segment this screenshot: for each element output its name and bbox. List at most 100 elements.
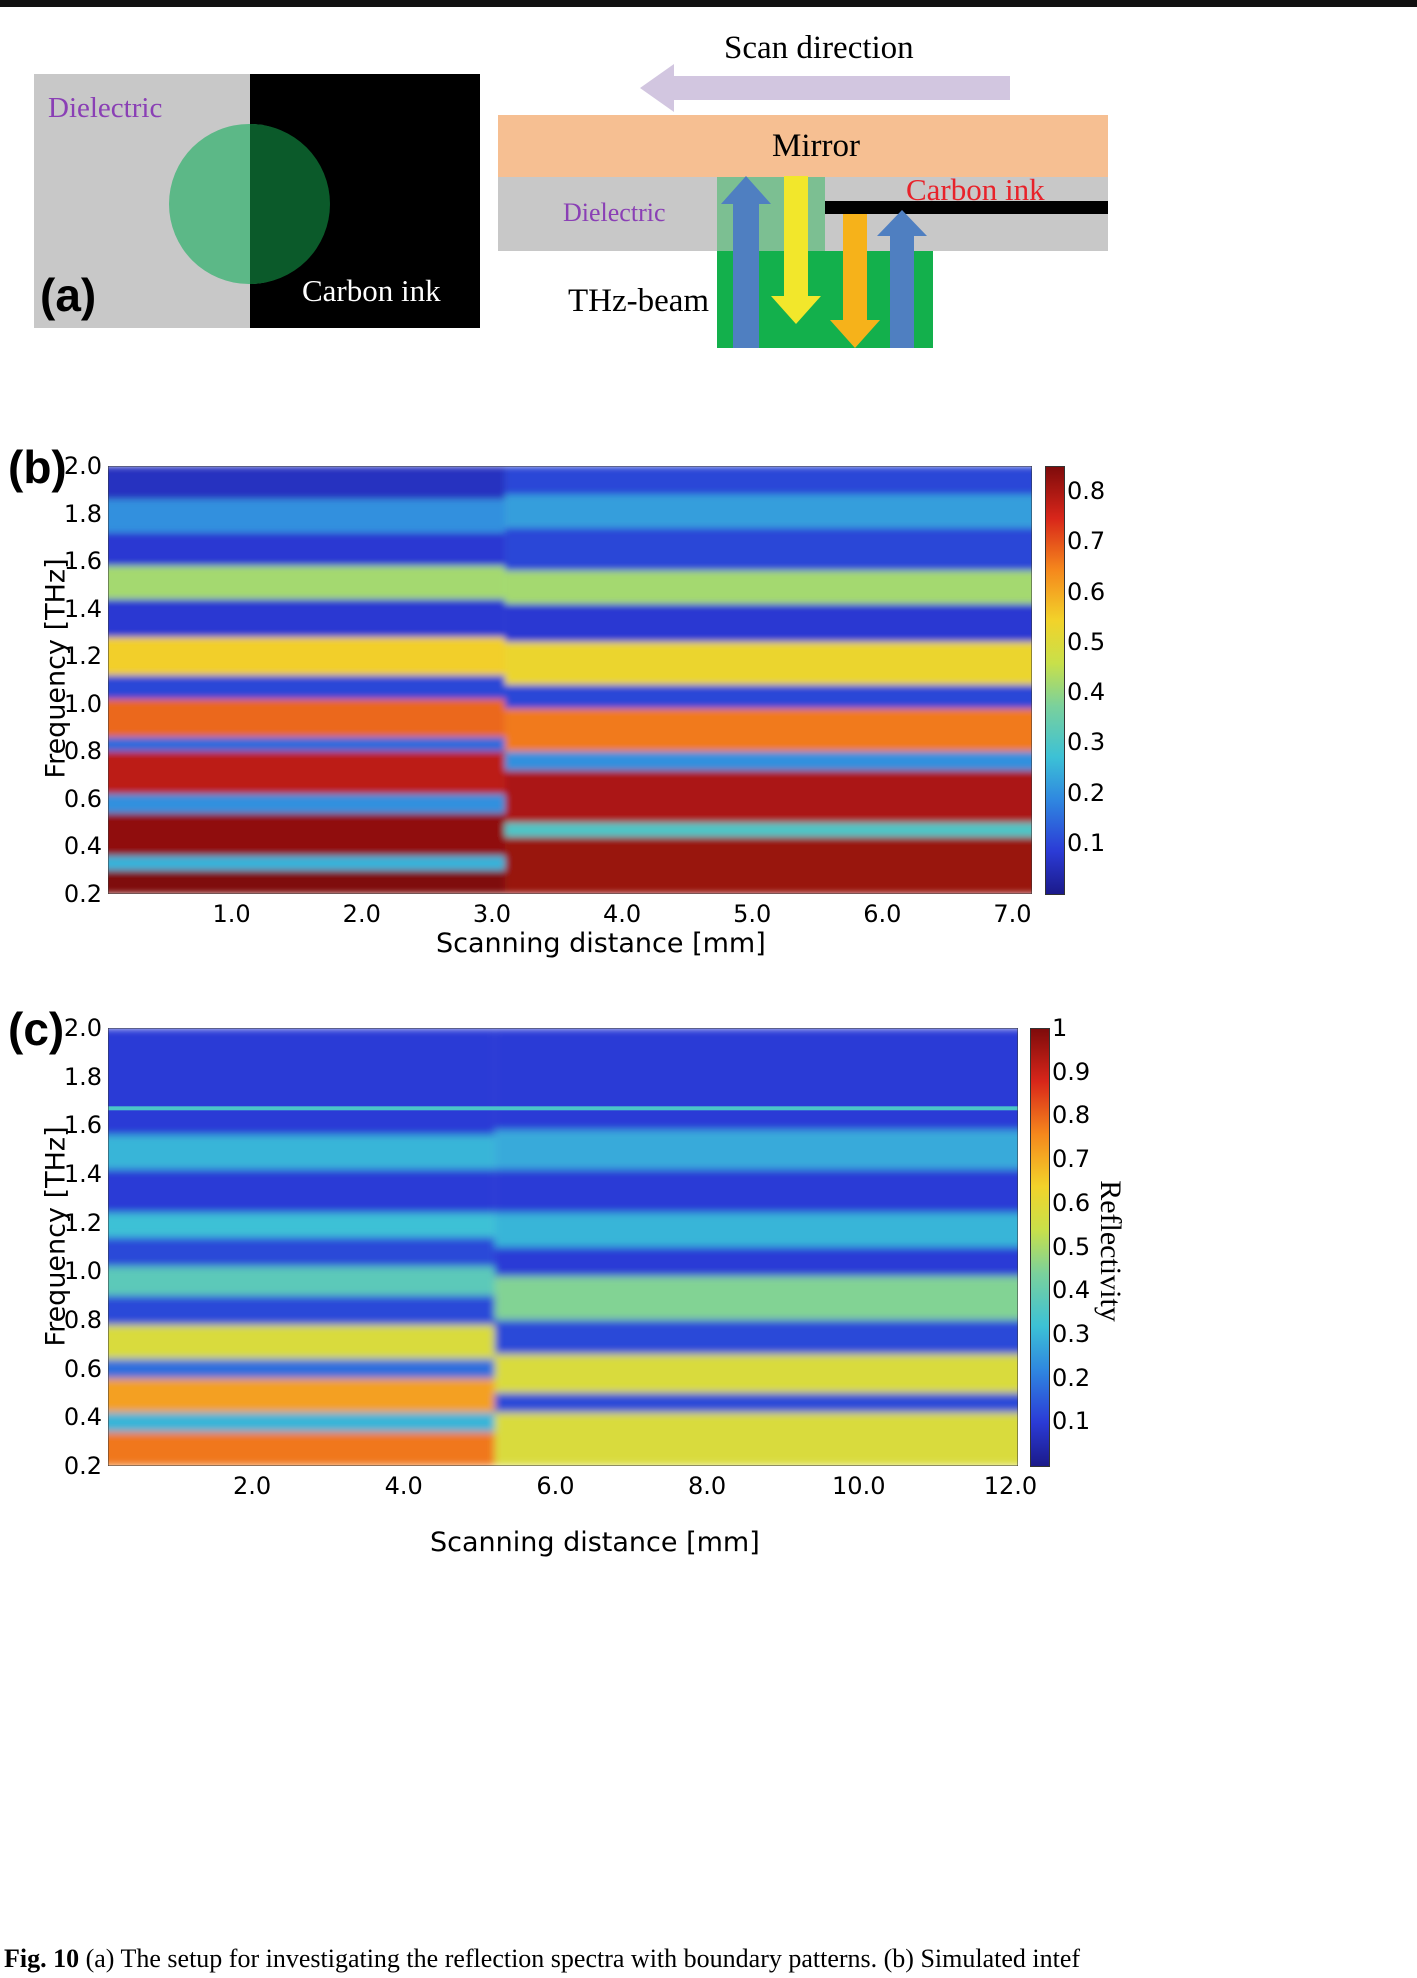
carbon-ink-layer — [825, 201, 1108, 214]
heatmap-b-right-band-9 — [504, 527, 1032, 571]
heatmap-c-right-band-1 — [494, 1393, 1018, 1413]
colorbar-tick-label-b-3: 0.4 — [1067, 678, 1106, 707]
figure-caption: Fig. 10 (a) The setup for investigating … — [4, 1944, 1080, 1974]
heatmap-c-right-band-2 — [494, 1354, 1018, 1393]
heatmap-b-right-band-6 — [504, 641, 1032, 685]
colorbar-tick-label-b-4: 0.5 — [1067, 627, 1106, 656]
colorbar-tick-label-c-5: 0.6 — [1052, 1188, 1091, 1217]
heatmap-c-left-band-4 — [108, 1324, 495, 1359]
colorbar-tick-label-b-0: 0.1 — [1067, 828, 1106, 857]
heatmap-c-right-band-5 — [494, 1247, 1018, 1277]
y-tick-label-b-2: 0.6 — [63, 784, 102, 813]
y-tick-label-c-7: 1.6 — [63, 1111, 102, 1140]
colorbar-tick-label-b-7: 0.8 — [1067, 477, 1106, 506]
heatmap-b-left-band-6 — [108, 699, 505, 738]
y-tick-label-b-7: 1.6 — [63, 547, 102, 576]
scan-direction-arrow — [640, 64, 1010, 112]
heatmap-c-left-band-1 — [108, 1412, 495, 1432]
colorbar-tick-label-c-6: 0.7 — [1052, 1145, 1091, 1174]
heatmap-c — [108, 1028, 1018, 1466]
colorbar-c — [1030, 1028, 1050, 1467]
heatmap-b-right-band-11 — [504, 466, 1032, 495]
heatmap-c-left-band-5 — [108, 1295, 495, 1325]
heatmap-b-left-band-1 — [108, 855, 505, 871]
x-axis-title-c: Scanning distance [mm] — [430, 1527, 760, 1558]
heatmap-b-right-band-7 — [504, 603, 1032, 642]
y-tick-label-c-0: 0.2 — [63, 1452, 102, 1480]
heatmap-c-left-band-10 — [108, 1135, 495, 1170]
colorbar-tick-label-c-0: 0.1 — [1052, 1407, 1091, 1436]
heatmap-c-right-band-8 — [494, 1130, 1018, 1170]
heatmap-b-left-band-10 — [108, 565, 505, 600]
colorbar-tick-label-b-2: 0.3 — [1067, 728, 1106, 757]
heatmap-b-left-band-13 — [108, 466, 505, 500]
y-tick-label-b-9: 2.0 — [63, 452, 102, 480]
heatmap-c-left-band-8 — [108, 1212, 495, 1238]
right-dielectric-label: Dielectric — [563, 198, 666, 227]
y-tick-label-c-6: 1.4 — [63, 1160, 102, 1188]
x-tick-label-b-0: 1.0 — [212, 900, 251, 928]
x-tick-label-c-5: 12.0 — [983, 1472, 1038, 1500]
panel-b-label: (b) — [8, 441, 67, 493]
heatmap-c-left-band-6 — [108, 1266, 495, 1296]
heatmap-b-right-band-1 — [504, 822, 1032, 837]
heatmap-b-right-band-10 — [504, 494, 1032, 528]
heatmap-b-left-band-9 — [108, 599, 505, 638]
x-tick-label-b-2: 3.0 — [472, 900, 511, 928]
colorbar-tick-label-c-9: 1 — [1052, 1014, 1068, 1042]
panel-c-label: (c) — [8, 1003, 65, 1055]
colorbar-tick-label-c-3: 0.4 — [1052, 1276, 1091, 1305]
left-carbon-ink-label: Carbon ink — [302, 273, 441, 308]
heatmap-b-left-band-7 — [108, 675, 505, 700]
x-tick-label-b-6: 7.0 — [993, 900, 1032, 928]
y-tick-label-b-8: 1.8 — [63, 499, 102, 528]
x-tick-label-b-5: 6.0 — [863, 900, 902, 928]
scan-direction-label: Scan direction — [724, 30, 914, 66]
arrow-yellow-down-1 — [771, 176, 821, 324]
heatmap-c-right-band-3 — [494, 1320, 1018, 1355]
thz-beam-label: THz-beam — [568, 283, 710, 319]
heatmap-b-right-band-8 — [504, 570, 1032, 604]
y-tick-label-c-9: 2.0 — [63, 1014, 102, 1042]
heatmap-b-left-band-4 — [108, 751, 505, 795]
heatmap-c-noise-line — [108, 1106, 1018, 1111]
left-sketch — [34, 74, 480, 328]
colorbar-tick-label-c-2: 0.3 — [1052, 1319, 1091, 1348]
arrow-orange-down-2 — [830, 214, 880, 348]
mirror-layer — [498, 115, 1108, 177]
heatmap-b-right-band-5 — [504, 684, 1032, 709]
y-tick-label-c-2: 0.6 — [63, 1354, 102, 1383]
scan-arrow-shape — [640, 64, 1010, 112]
heatmap-b-right-band-4 — [504, 708, 1032, 752]
heatmap-c-right-band-9 — [494, 1028, 1018, 1131]
heatmap-b — [108, 466, 1032, 894]
heatmap-b-right-band-2 — [504, 770, 1032, 823]
beam-arrows — [721, 176, 927, 348]
colorbar-tick-label-b-1: 0.2 — [1067, 778, 1106, 807]
heatmap-b-left-band-8 — [108, 637, 505, 676]
x-tick-label-c-4: 10.0 — [832, 1472, 886, 1500]
x-tick-label-b-1: 2.0 — [342, 900, 381, 928]
heatmap-b-left-band-5 — [108, 737, 505, 752]
x-tick-label-c-2: 6.0 — [536, 1472, 575, 1500]
x-axis-title-b: Scanning distance [mm] — [436, 928, 766, 959]
right-carbon-ink-label: Carbon ink — [906, 172, 1045, 207]
heatmap-c-left-band-0 — [108, 1431, 495, 1466]
x-tick-label-c-0: 2.0 — [232, 1472, 272, 1500]
arrow-blue-up-2 — [877, 210, 927, 348]
caption-text: (a) The setup for investigating the refl… — [85, 1944, 1081, 1973]
heatmap-c-left-band-11 — [108, 1028, 495, 1136]
x-tick-label-c-3: 8.0 — [687, 1472, 727, 1500]
y-tick-label-b-5: 1.2 — [63, 642, 102, 671]
mirror-label: Mirror — [772, 128, 860, 164]
top-rule — [0, 0, 1417, 7]
heatmap-c-left-band-3 — [108, 1358, 495, 1379]
heatmap-c-left-band-9 — [108, 1169, 495, 1213]
colorbar-b — [1045, 466, 1065, 895]
heatmap-b-left-band-0 — [108, 870, 505, 894]
heatmap-c-left-band-7 — [108, 1237, 495, 1267]
y-tick-label-b-6: 1.4 — [63, 594, 102, 623]
colorbar-tick-label-b-5: 0.6 — [1067, 577, 1106, 606]
panel-a-label: (a) — [40, 269, 97, 321]
heatmap-c-right-band-7 — [494, 1169, 1018, 1213]
